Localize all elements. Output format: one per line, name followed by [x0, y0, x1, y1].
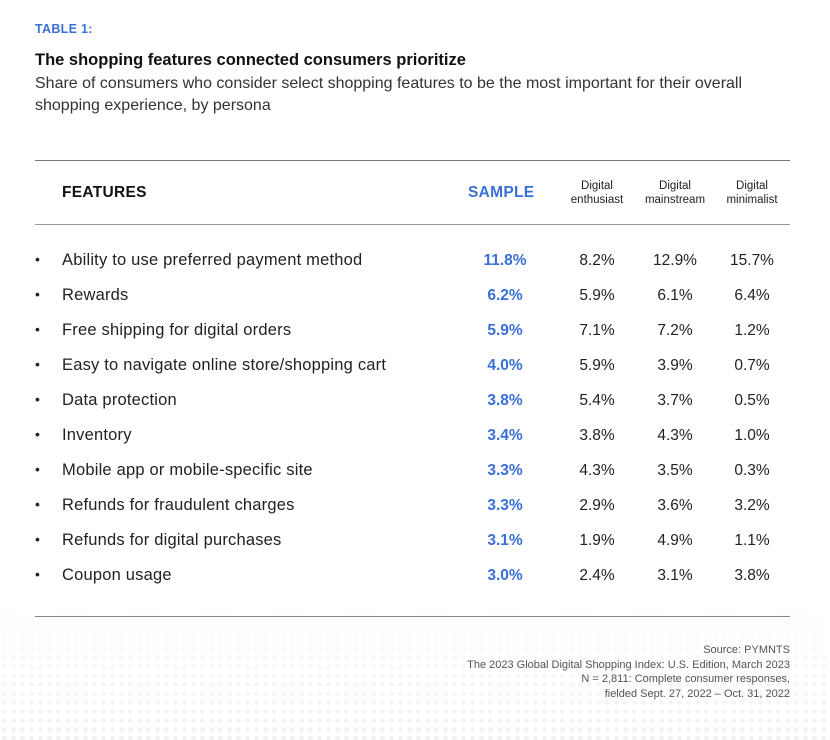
- digital-mainstream-value: 4.3%: [657, 427, 693, 444]
- digital-minimalist-value: 1.0%: [734, 427, 770, 444]
- table-subtitle: Share of consumers who consider select s…: [35, 75, 743, 114]
- row-bullet: •: [35, 321, 40, 337]
- feature-label: Refunds for fraudulent charges: [62, 496, 295, 514]
- digital-minimalist-value: 1.2%: [734, 322, 770, 339]
- row-bullet: •: [35, 356, 40, 372]
- digital-enthusiast-value: 2.9%: [579, 497, 615, 514]
- header-sample: SAMPLE: [468, 184, 535, 201]
- digital-enthusiast-value: 1.9%: [579, 532, 615, 549]
- feature-label: Data protection: [62, 391, 177, 409]
- sample-value: 3.4%: [487, 427, 523, 444]
- digital-minimalist-value: 0.7%: [734, 357, 770, 374]
- digital-minimalist-value: 3.2%: [734, 497, 770, 514]
- digital-mainstream-value: 3.1%: [657, 567, 693, 584]
- table-row: • Rewards 6.2% 5.9% 6.1% 6.4%: [35, 280, 790, 315]
- feature-label: Easy to navigate online store/shopping c…: [62, 356, 387, 374]
- feature-label: Ability to use preferred payment method: [62, 251, 363, 269]
- sample-value: 3.8%: [487, 392, 523, 409]
- bottom-rule: [35, 616, 790, 617]
- top-rule: [35, 160, 790, 161]
- digital-enthusiast-value: 5.9%: [579, 357, 615, 374]
- table-row: • Inventory 3.4% 3.8% 4.3% 1.0%: [35, 420, 790, 455]
- table-row: • Coupon usage 3.0% 2.4% 3.1% 3.8%: [35, 560, 790, 595]
- sample-value: 3.1%: [487, 532, 523, 549]
- table-row: • Easy to navigate online store/shopping …: [35, 350, 790, 385]
- digital-enthusiast-value: 3.8%: [579, 427, 615, 444]
- header-features: FEATURES: [62, 184, 147, 201]
- sample-value: 4.0%: [487, 357, 523, 374]
- digital-enthusiast-value: 4.3%: [579, 462, 615, 479]
- row-bullet: •: [35, 496, 40, 512]
- row-bullet: •: [35, 251, 40, 267]
- sample-value: 3.0%: [487, 567, 523, 584]
- row-bullet: •: [35, 391, 40, 407]
- table-row: • Data protection 3.8% 5.4% 3.7% 0.5%: [35, 385, 790, 420]
- header-digital-minimalist: Digital minimalist: [726, 180, 778, 206]
- feature-label: Inventory: [62, 426, 132, 444]
- sample-value: 5.9%: [487, 322, 523, 339]
- digital-enthusiast-value: 7.1%: [579, 322, 615, 339]
- digital-mainstream-value: 3.6%: [657, 497, 693, 514]
- table-row: • Free shipping for digital orders 5.9% 7.1…: [35, 315, 790, 350]
- header-digital-enthusiast: Digital enthusiast: [570, 180, 624, 206]
- sample-value: 11.8%: [483, 252, 527, 269]
- digital-mainstream-value: 4.9%: [657, 532, 693, 549]
- table-row: • Mobile app or mobile-specific site 3.3% 4…: [35, 455, 790, 490]
- row-bullet: •: [35, 461, 40, 477]
- feature-label: Rewards: [62, 286, 129, 304]
- table-body: • Ability to use preferred payment method…: [35, 245, 790, 595]
- feature-label: Free shipping for digital orders: [62, 321, 292, 339]
- row-bullet: •: [35, 566, 40, 582]
- digital-mainstream-value: 3.9%: [657, 357, 693, 374]
- digital-minimalist-value: 6.4%: [734, 287, 770, 304]
- digital-mainstream-value: 12.9%: [653, 252, 697, 269]
- table-title: The shopping features connected consumer…: [35, 51, 466, 69]
- digital-mainstream-value: 3.5%: [657, 462, 693, 479]
- source-note: Source: PYMNTS The 2023 Global Digital S…: [467, 644, 790, 700]
- row-bullet: •: [35, 286, 40, 302]
- table-row: • Refunds for fraudulent charges 3.3% 2.9% 3…: [35, 490, 790, 525]
- digital-enthusiast-value: 5.4%: [579, 392, 615, 409]
- header-rule: [35, 224, 790, 225]
- digital-enthusiast-value: 8.2%: [579, 252, 615, 269]
- feature-label: Mobile app or mobile-specific site: [62, 461, 313, 479]
- sample-value: 3.3%: [487, 462, 523, 479]
- digital-enthusiast-value: 5.9%: [579, 287, 615, 304]
- feature-label: Coupon usage: [62, 566, 172, 584]
- digital-minimalist-value: 0.3%: [734, 462, 770, 479]
- header-digital-mainstream: Digital mainstream: [644, 180, 706, 206]
- digital-minimalist-value: 3.8%: [734, 567, 770, 584]
- sample-value: 6.2%: [487, 287, 523, 304]
- table-header: FEATURES SAMPLE Digital enthusiast Digit…: [35, 160, 790, 224]
- digital-minimalist-value: 0.5%: [734, 392, 770, 409]
- digital-mainstream-value: 3.7%: [657, 392, 693, 409]
- digital-minimalist-value: 15.7%: [730, 252, 774, 269]
- feature-label: Refunds for digital purchases: [62, 531, 282, 549]
- row-bullet: •: [35, 426, 40, 442]
- digital-enthusiast-value: 2.4%: [579, 567, 615, 584]
- table-label: TABLE 1:: [35, 22, 93, 36]
- digital-mainstream-value: 6.1%: [657, 287, 693, 304]
- sample-value: 3.3%: [487, 497, 523, 514]
- digital-mainstream-value: 7.2%: [657, 322, 693, 339]
- table-row: • Refunds for digital purchases 3.1% 1.9% 4.…: [35, 525, 790, 560]
- row-bullet: •: [35, 531, 40, 547]
- digital-minimalist-value: 1.1%: [734, 532, 770, 549]
- table-row: • Ability to use preferred payment method…: [35, 245, 790, 280]
